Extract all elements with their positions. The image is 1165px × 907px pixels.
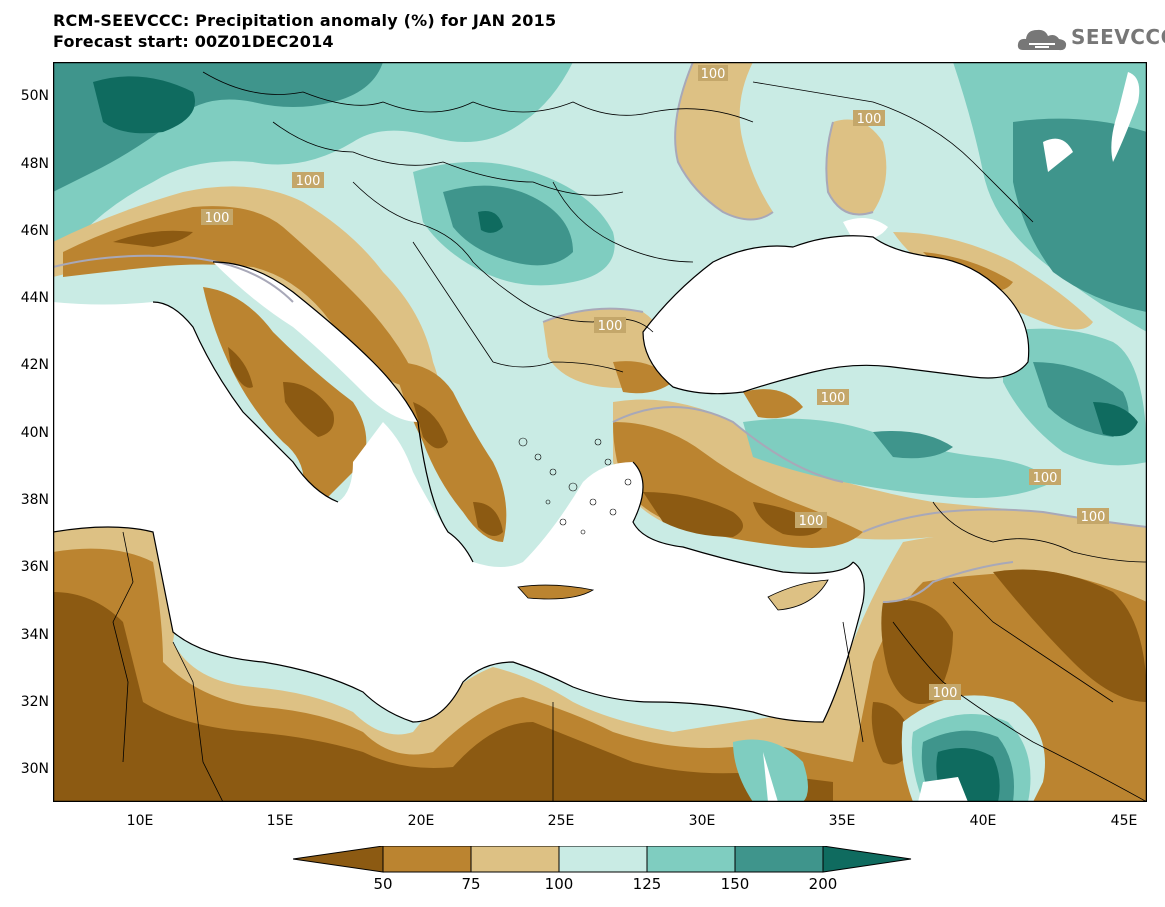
lat-label: 36N <box>20 559 49 575</box>
colorbar-segment <box>558 846 648 873</box>
lat-label: 46N <box>20 223 49 239</box>
lat-label: 30N <box>20 761 49 777</box>
colorbar-segment <box>646 846 736 873</box>
lat-label: 42N <box>20 357 49 373</box>
contour-label: 100 <box>594 317 626 334</box>
colorbar <box>293 846 912 873</box>
mediterranean-sea <box>53 302 865 722</box>
lon-label: 40E <box>969 813 997 829</box>
svg-text:100: 100 <box>1081 510 1106 525</box>
contour-label: 100 <box>929 684 961 701</box>
colorbar-label: 75 <box>461 875 481 893</box>
lon-label: 20E <box>407 813 435 829</box>
svg-text:100: 100 <box>296 174 321 189</box>
lon-label: 15E <box>266 813 294 829</box>
title-line-1: RCM-SEEVCCC: Precipitation anomaly (%) f… <box>53 11 557 30</box>
map-frame <box>53 62 1147 802</box>
lat-label: 44N <box>20 290 49 306</box>
svg-text:100: 100 <box>1033 471 1058 486</box>
title-line-2: Forecast start: 00Z01DEC2014 <box>53 32 334 51</box>
contour-label: 100 <box>201 209 233 226</box>
colorbar-segment <box>293 846 384 873</box>
colorbar-label: 125 <box>632 875 662 893</box>
svg-text:100: 100 <box>701 67 726 82</box>
lat-label: 50N <box>20 88 49 104</box>
lat-label: 32N <box>20 694 49 710</box>
cloud-icon <box>1017 29 1067 51</box>
lon-label: 45E <box>1110 813 1138 829</box>
lon-label: 25E <box>547 813 575 829</box>
country-borders <box>112 71 1147 802</box>
colorbar-label: 100 <box>544 875 574 893</box>
contour-100 <box>53 62 1147 603</box>
colorbar-label: 150 <box>720 875 750 893</box>
svg-text:100: 100 <box>821 391 846 406</box>
lat-label: 34N <box>20 627 49 643</box>
lat-label: 38N <box>20 492 49 508</box>
svg-text:100: 100 <box>933 686 958 701</box>
seevccc-logo: SEEVCCC <box>1015 20 1165 58</box>
svg-text:100: 100 <box>598 319 623 334</box>
colorbar-segment <box>470 846 560 873</box>
lon-label: 10E <box>126 813 154 829</box>
colorbar-segment <box>382 846 472 873</box>
aegean-islands <box>518 437 632 535</box>
contour-label: 100 <box>817 389 849 406</box>
lat-label: 40N <box>20 425 49 441</box>
lat-label: 48N <box>20 156 49 172</box>
contour-label: 100 <box>1077 508 1109 525</box>
contour-label: 100 <box>698 65 728 82</box>
contour-label: 100 <box>1029 469 1061 486</box>
chart-title: RCM-SEEVCCC: Precipitation anomaly (%) f… <box>53 10 556 52</box>
black-sea <box>643 235 1029 394</box>
lon-label: 35E <box>828 813 856 829</box>
svg-text:100: 100 <box>857 112 882 127</box>
precipitation-anomaly-map: 100 100 100 100 100 100 100 100 100 100 <box>53 62 1147 802</box>
colorbar-label: 50 <box>373 875 393 893</box>
lon-label: 30E <box>688 813 716 829</box>
contour-label: 100 <box>795 512 827 529</box>
colorbar-segment <box>734 846 824 873</box>
coastlines <box>53 235 1030 723</box>
contour-label: 100 <box>853 110 885 127</box>
contour-labels: 100 100 100 100 100 100 100 100 100 100 <box>201 65 1109 701</box>
contour-label: 100 <box>292 172 324 189</box>
colorbar-segment <box>822 846 912 873</box>
svg-text:100: 100 <box>799 514 824 529</box>
logo-text: SEEVCCC <box>1071 25 1165 49</box>
adriatic-sea <box>213 262 418 422</box>
colorbar-label: 200 <box>808 875 838 893</box>
svg-text:100: 100 <box>205 211 230 226</box>
